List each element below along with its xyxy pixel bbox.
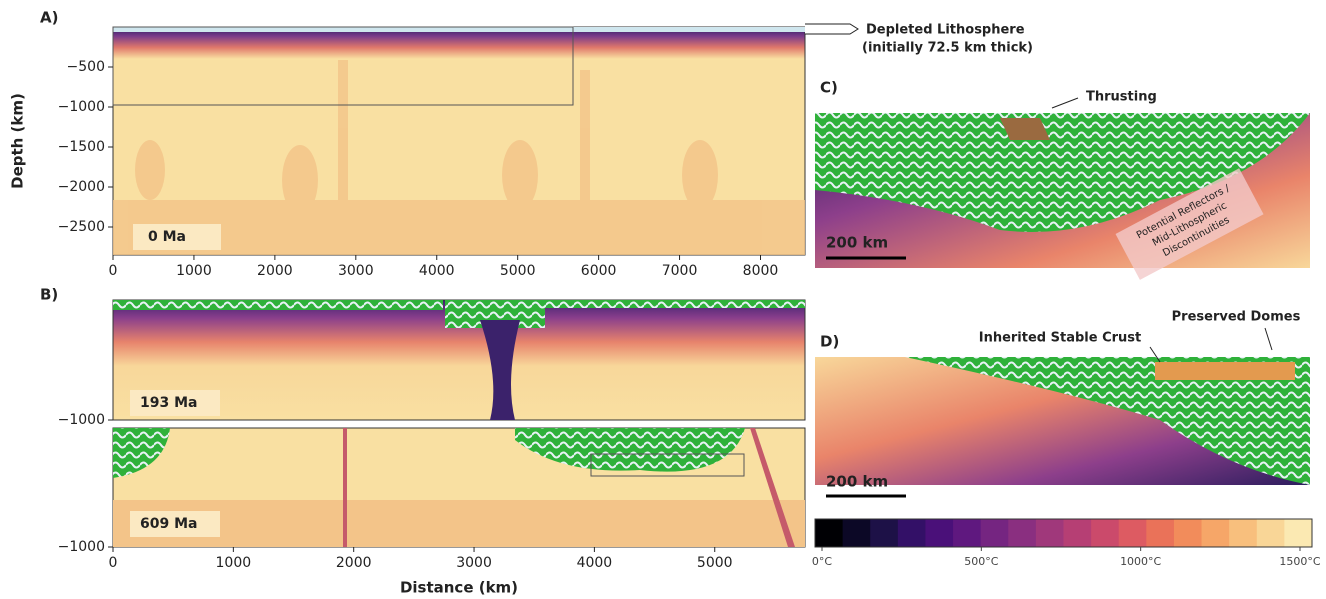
time-box (130, 390, 220, 416)
x-tick-label: 0 (109, 555, 118, 571)
annotation: Preserved Domes (1172, 310, 1301, 325)
colorbar-tick-label: 1500°C (1279, 555, 1320, 568)
colorbar-step (1008, 519, 1037, 547)
y-tick-label: −2500 (58, 219, 105, 235)
colorbar-tick-label: 0°C (812, 555, 832, 568)
annotation: Depleted Lithosphere (866, 23, 1025, 38)
plume (750, 428, 795, 547)
colorbar-step (1229, 519, 1258, 547)
x-tick-label: 1000 (216, 555, 252, 571)
annotation: Inherited Stable Crust (979, 331, 1142, 346)
arrow (1051, 97, 1079, 109)
colorbar-step (925, 519, 954, 547)
inset-box (112, 26, 574, 106)
panel-label: B) (40, 286, 58, 304)
colorbar-step (1063, 519, 1092, 547)
colorbar-step (870, 519, 899, 547)
colorbar-step (1146, 519, 1175, 547)
colorbar-step (1035, 519, 1064, 547)
time-label: 0 Ma (148, 229, 186, 245)
time-box (133, 224, 221, 250)
lower-field (113, 500, 805, 547)
colorbar-step (980, 519, 1009, 547)
x-tick-label: 3000 (338, 263, 374, 279)
arrow (805, 23, 859, 35)
stable-crust (1155, 362, 1295, 380)
y-tick-label: −1500 (58, 139, 105, 155)
x-tick-label: 0 (109, 263, 118, 279)
crust (815, 113, 1310, 232)
x-tick-label: 7000 (662, 263, 698, 279)
colorbar-step (1091, 519, 1120, 547)
y-tick-label: −500 (67, 59, 105, 75)
panel-label: A) (40, 9, 58, 27)
colorbar-step (1118, 519, 1147, 547)
x-axis-label: Distance (km) (400, 579, 518, 597)
annotation: (initially 72.5 km thick) (862, 41, 1033, 56)
arrow (1264, 327, 1273, 351)
x-tick-label: 8000 (743, 263, 779, 279)
x-tick-label: 6000 (581, 263, 617, 279)
colorbar-tick-label: 500°C (964, 555, 998, 568)
annotation: Thrusting (1086, 90, 1157, 105)
x-tick-label: 1000 (176, 263, 212, 279)
colorbar-tick-label: 1000°C (1120, 555, 1161, 568)
x-tick-label: 4000 (577, 555, 613, 571)
thrust (1000, 118, 1050, 140)
time-label: 609 Ma (140, 516, 197, 532)
x-tick-label: 5000 (500, 263, 536, 279)
colorbar: 0°C 500°C 1000°C 1500°C (812, 518, 1321, 568)
y-tick-label: −1000 (58, 412, 105, 428)
x-tick-label: 2000 (336, 555, 372, 571)
y-tick-label: −2000 (58, 179, 105, 195)
scale-label: 200 km (826, 473, 888, 491)
x-tick-label: 2000 (257, 263, 293, 279)
panel-label: D) (820, 333, 839, 351)
arrow (1149, 346, 1161, 363)
scale-label: 200 km (826, 234, 888, 252)
y-axis-label: Depth (km) (9, 93, 27, 189)
x-tick-label: 5000 (697, 555, 733, 571)
y-tick-label: −1000 (58, 539, 105, 555)
crust (113, 428, 170, 478)
colorbar-step (953, 519, 982, 547)
crust (113, 300, 443, 310)
colorbar-step (1173, 519, 1203, 547)
crust (545, 300, 805, 308)
depleted-layer (113, 27, 805, 32)
inset-box (590, 453, 745, 477)
colorbar-step (897, 519, 926, 547)
colorbar-step (1201, 519, 1230, 547)
plumes (113, 60, 805, 255)
crust (515, 428, 745, 472)
downwelling (480, 320, 520, 420)
panel-label: C) (820, 79, 838, 97)
colorbar-step (1256, 519, 1285, 547)
time-box (130, 511, 220, 537)
colorbar-step (815, 519, 844, 547)
colorbar-frame (814, 518, 1313, 548)
colorbar-step (1284, 519, 1313, 547)
y-tick-label: −1000 (58, 99, 105, 115)
plume (343, 428, 347, 547)
time-label: 193 Ma (140, 395, 197, 411)
x-tick-label: 4000 (419, 263, 455, 279)
crust (905, 357, 1310, 485)
colorbar-step (842, 519, 871, 547)
x-tick-label: 3000 (456, 555, 492, 571)
